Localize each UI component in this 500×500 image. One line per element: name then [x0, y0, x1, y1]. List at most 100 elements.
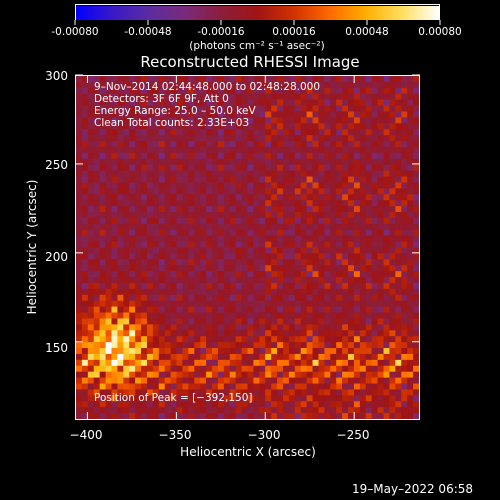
heatmap-cell	[223, 288, 231, 296]
heatmap-cell	[235, 194, 242, 201]
heatmap-cell	[135, 371, 142, 378]
heatmap-cell	[300, 176, 308, 183]
heatmap-cell	[76, 318, 83, 325]
heatmap-cell	[152, 324, 160, 331]
heatmap-cell	[117, 152, 124, 160]
heatmap-cell	[135, 146, 142, 154]
heatmap-cell	[377, 377, 384, 384]
heatmap-cell	[300, 158, 308, 166]
heatmap-cell	[152, 377, 160, 384]
heatmap-cell	[413, 217, 419, 225]
heatmap-cell	[336, 81, 343, 89]
y-tick-label: 200	[45, 250, 68, 264]
heatmap-cell	[383, 141, 390, 148]
heatmap-cell	[383, 342, 390, 349]
heatmap-cell	[288, 170, 296, 177]
heatmap-cell	[170, 117, 177, 124]
heatmap-cell	[247, 407, 254, 414]
heatmap-cell	[401, 324, 408, 331]
heatmap-cell	[235, 152, 242, 160]
heatmap-cell	[359, 141, 367, 148]
heatmap-cell	[318, 141, 325, 148]
heatmap-cell	[395, 111, 402, 118]
heatmap-cell	[294, 271, 302, 278]
heatmap-cell	[342, 164, 349, 172]
heatmap-cell	[194, 123, 201, 130]
heatmap-cell	[318, 223, 325, 231]
heatmap-cell	[200, 259, 207, 266]
heatmap-cell	[129, 99, 136, 106]
heatmap-cell	[176, 194, 183, 201]
heatmap-cell	[81, 105, 89, 112]
heatmap-cell	[87, 76, 95, 83]
heatmap-cell	[117, 395, 124, 402]
heatmap-cell	[182, 146, 189, 154]
heatmap-cell	[212, 76, 219, 83]
heatmap-cell	[348, 164, 355, 172]
heatmap-cell	[229, 288, 237, 296]
heatmap-cell	[312, 188, 319, 195]
heatmap-cell	[312, 229, 319, 237]
heatmap-cell	[135, 135, 142, 142]
heatmap-cell	[99, 135, 106, 142]
heatmap-cell	[217, 81, 225, 89]
heatmap-cell	[324, 413, 331, 419]
heatmap-cell	[271, 259, 278, 266]
heatmap-cell	[383, 312, 390, 319]
heatmap-cell	[135, 229, 142, 237]
heatmap-cell	[146, 93, 154, 101]
heatmap-cell	[371, 377, 378, 384]
heatmap-cell	[200, 176, 207, 183]
heatmap-cell	[300, 111, 308, 118]
heatmap-cell	[318, 135, 325, 142]
heatmap-cell	[212, 87, 219, 95]
heatmap-cell	[407, 330, 414, 337]
heatmap-cell	[300, 81, 308, 89]
heatmap-cell	[129, 105, 136, 112]
heatmap-cell	[217, 141, 225, 148]
heatmap-cell	[389, 87, 396, 95]
heatmap-cell	[365, 282, 373, 290]
heatmap-cell	[371, 330, 378, 337]
heatmap-cell	[324, 141, 331, 148]
heatmap-cell	[324, 247, 331, 254]
heatmap-cell	[259, 259, 266, 266]
heatmap-cell	[277, 105, 284, 112]
heatmap-cell	[217, 229, 225, 237]
heatmap-cell	[348, 141, 355, 148]
heatmap-cell	[206, 353, 213, 361]
heatmap-cell	[194, 141, 201, 148]
heatmap-cell	[383, 247, 390, 254]
heatmap-cell	[342, 188, 349, 195]
heatmap-cell	[324, 129, 331, 136]
heatmap-cell	[282, 300, 290, 308]
heatmap-cell	[312, 407, 319, 414]
heatmap-cell	[241, 371, 248, 378]
heatmap-cell	[241, 277, 248, 284]
heatmap-cell	[200, 318, 207, 325]
heatmap-cell	[401, 282, 408, 290]
heatmap-cell	[129, 395, 136, 402]
heatmap-cell	[306, 206, 313, 213]
heatmap-cell	[365, 401, 373, 408]
heatmap-cell	[300, 241, 308, 248]
heatmap-cell	[353, 353, 361, 361]
heatmap-cell	[135, 200, 142, 207]
heatmap-cell	[194, 247, 201, 254]
heatmap-cell	[389, 413, 396, 419]
heatmap-cell	[206, 377, 213, 384]
heatmap-cell	[111, 306, 118, 313]
heatmap-cell	[330, 336, 337, 343]
heatmap-cell	[365, 241, 373, 248]
heatmap-cell	[318, 353, 325, 361]
heatmap-cell	[271, 152, 278, 160]
heatmap-cell	[359, 223, 367, 231]
heatmap-cell	[377, 146, 384, 154]
heatmap-cell	[194, 146, 201, 154]
heatmap-cell	[265, 93, 272, 101]
heatmap-cell	[194, 253, 201, 260]
heatmap-cell	[294, 129, 302, 136]
heatmap-cell	[342, 271, 349, 278]
heatmap-cell	[371, 336, 378, 343]
heatmap-cell	[235, 407, 242, 414]
